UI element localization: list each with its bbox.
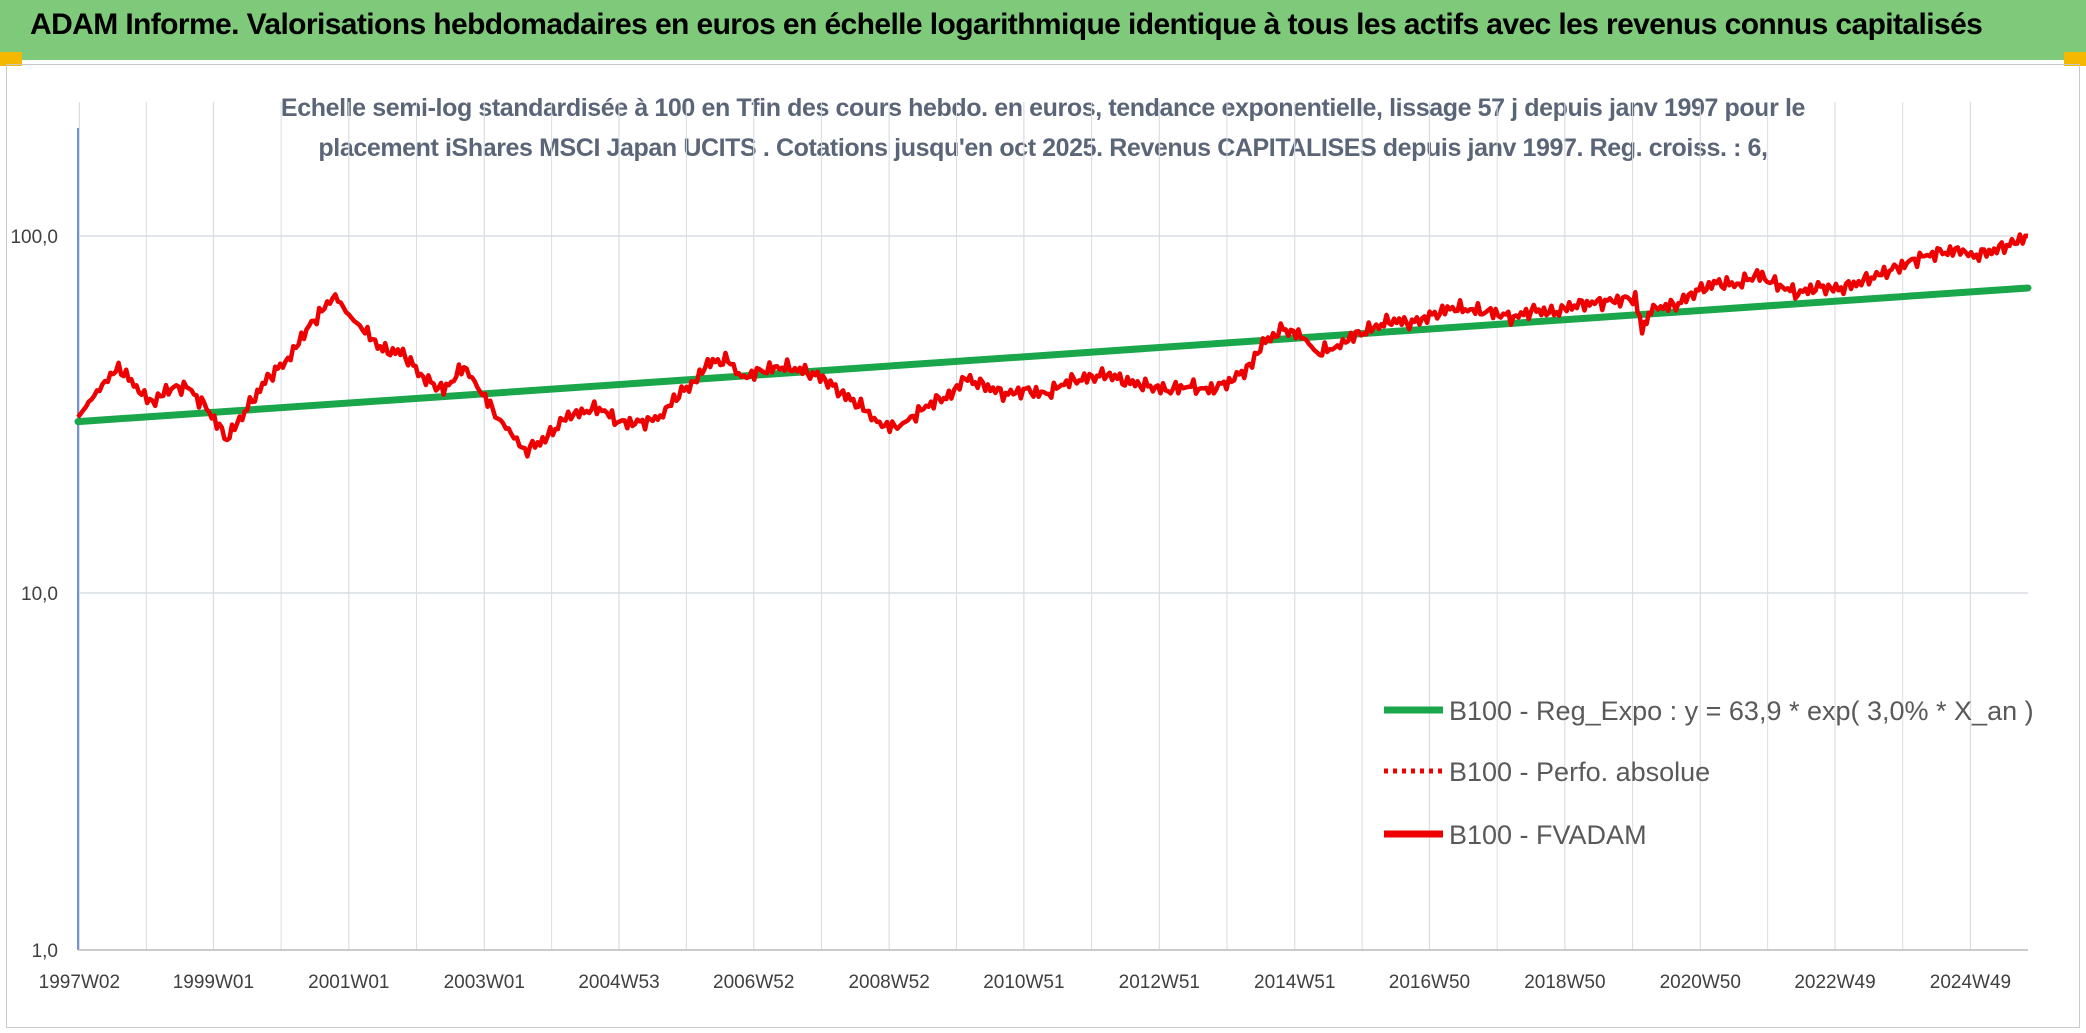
banner-title: ADAM Informe. Valorisations hebdomadaire… bbox=[30, 8, 1983, 41]
x-tick-label: 2020W50 bbox=[1660, 972, 1741, 993]
legend: B100 - Reg_Expo : y = 63,9 * exp( 3,0% *… bbox=[1384, 696, 2034, 850]
y-tick-label: 100,0 bbox=[10, 227, 58, 248]
x-tick-label: 2018W50 bbox=[1524, 972, 1605, 993]
chart-frame bbox=[6, 64, 2080, 1028]
x-tick-label: 2014W51 bbox=[1254, 972, 1335, 993]
x-tick-label: 2008W52 bbox=[848, 972, 929, 993]
chart-title-line-1: Echelle semi-log standardisée à 100 en T… bbox=[280, 94, 1806, 122]
y-tick-label: 10,0 bbox=[21, 584, 58, 605]
regression-line bbox=[74, 284, 2032, 426]
legend-label: B100 - FVADAM bbox=[1449, 820, 1647, 850]
legend-label: B100 - Perfo. absolue bbox=[1449, 757, 1710, 787]
x-tick-label: 2010W51 bbox=[983, 972, 1064, 993]
chart-title: Echelle semi-log standardisée à 100 en T… bbox=[0, 88, 2086, 168]
title-banner: ADAM Informe. Valorisations hebdomadaire… bbox=[0, 0, 2086, 60]
y-tick-label: 1,0 bbox=[32, 941, 58, 962]
legend-item-regression: B100 - Reg_Expo : y = 63,9 * exp( 3,0% *… bbox=[1384, 696, 2034, 726]
fvadam-line bbox=[76, 232, 2029, 459]
x-tick-label: 2016W50 bbox=[1389, 972, 1470, 993]
x-tick-label: 1999W01 bbox=[173, 972, 254, 993]
x-tick-label: 2003W01 bbox=[444, 972, 525, 993]
x-tick-label: 2004W53 bbox=[578, 972, 659, 993]
axis-layer: 1,0 10,0 100,0 1997W02 1999W01 2001W01 2003W01… bbox=[10, 128, 2028, 993]
x-tick-label: 2012W51 bbox=[1119, 972, 1200, 993]
x-tick-label: 2024W49 bbox=[1930, 972, 2011, 993]
legend-item-fvadam: B100 - FVADAM bbox=[1384, 820, 1647, 850]
legend-item-perfo-absolue: B100 - Perfo. absolue bbox=[1384, 757, 1710, 787]
x-tick-label: 2001W01 bbox=[308, 972, 389, 993]
corner-marker-left bbox=[0, 52, 22, 66]
legend-label: B100 - Reg_Expo : y = 63,9 * exp( 3,0% *… bbox=[1449, 696, 2034, 726]
grid-layer bbox=[78, 102, 2028, 951]
series-layer bbox=[74, 232, 2032, 459]
x-tick-label: 2022W49 bbox=[1794, 972, 1875, 993]
chart-title-line-2: placement iShares MSCI Japan UCITS . Cot… bbox=[318, 134, 1768, 162]
corner-marker-right bbox=[2064, 52, 2086, 66]
x-tick-label: 1997W02 bbox=[39, 972, 120, 993]
x-tick-label: 2006W52 bbox=[713, 972, 794, 993]
